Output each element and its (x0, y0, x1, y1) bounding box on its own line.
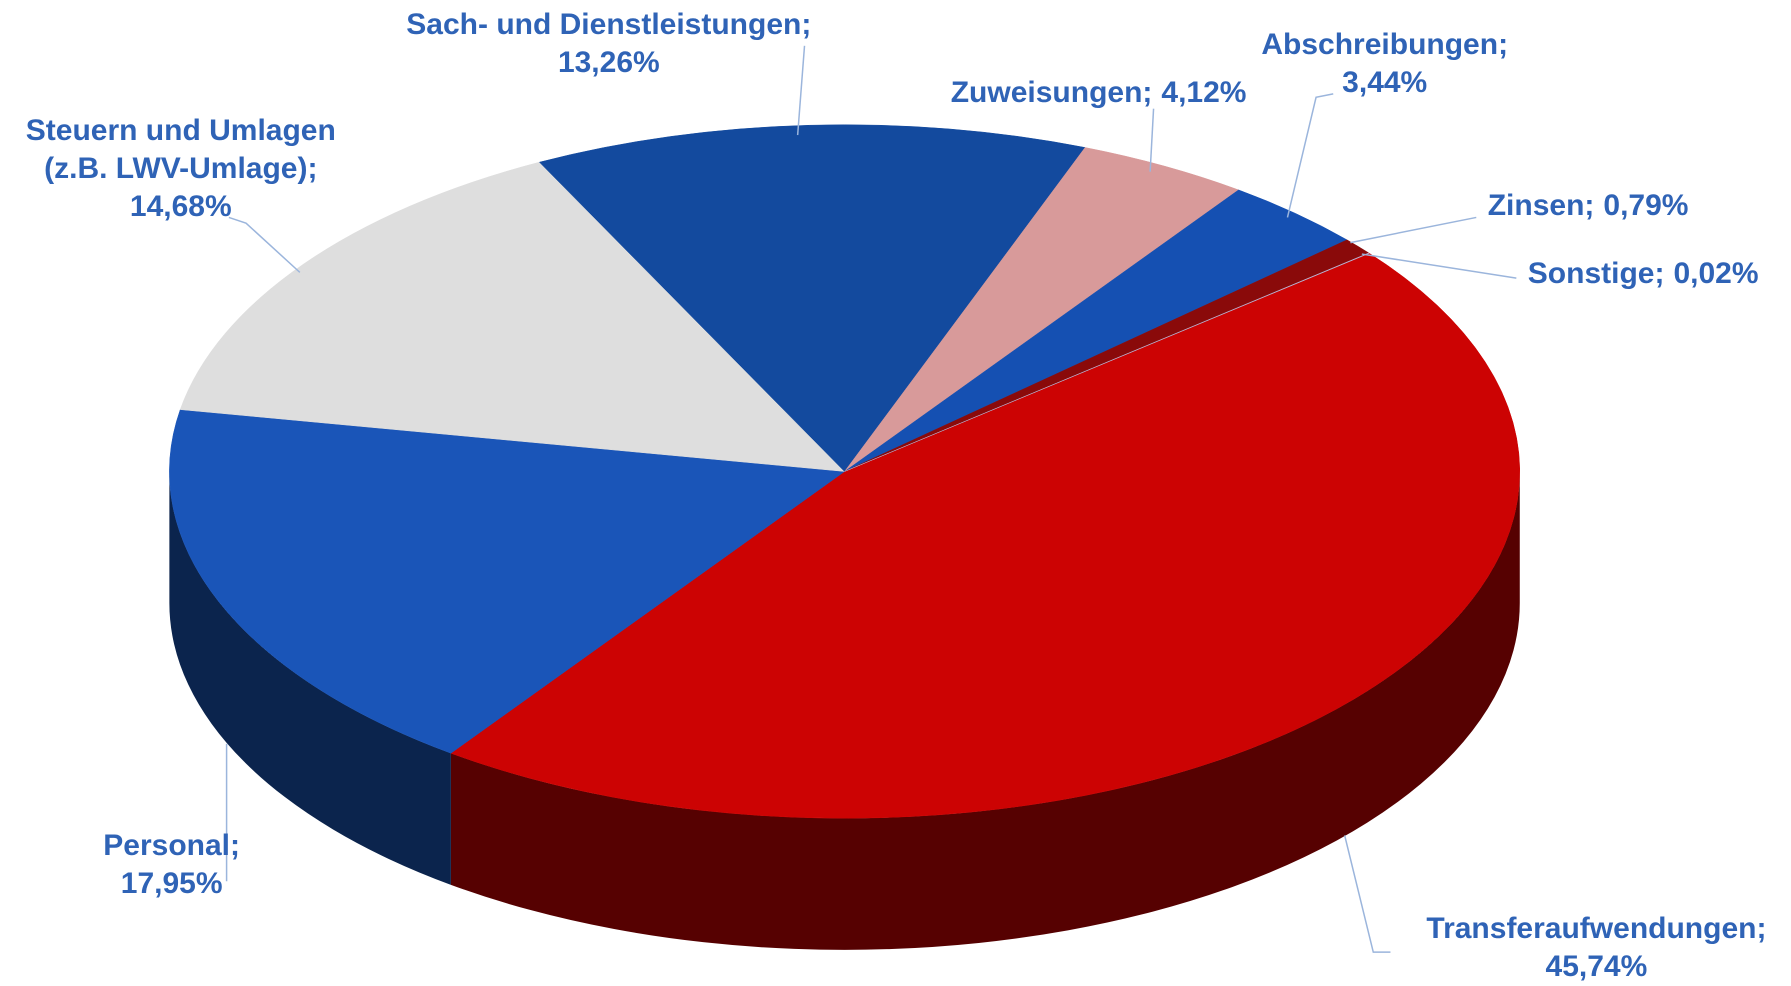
leader-line (1149, 108, 1155, 172)
value-label: 17,95% (120, 867, 223, 901)
data-label: Sach- und Dienstleistungen; 13,26% (346, 6, 872, 82)
slice (538, 124, 1086, 472)
category-name: Abschreibungen; (1261, 28, 1509, 62)
leader-line (1350, 216, 1477, 244)
value-label: 14,68% (129, 190, 232, 224)
leader-line (1361, 253, 1517, 279)
leader-line (796, 45, 806, 136)
data-label: Sonstige; 0,02% (1528, 255, 1791, 293)
leader-line (1343, 835, 1391, 953)
value-label: 3,44% (1342, 66, 1428, 100)
data-label: Steuern und Umlagen (z.B. LWV-Umlage); 14… (9, 112, 352, 226)
category-name: Zuweisungen; (950, 76, 1153, 110)
slice (844, 147, 1240, 472)
value-label: 0,02% (1673, 257, 1759, 291)
value-label: 13,26% (557, 45, 660, 79)
data-label: Zinsen; 0,79% (1488, 187, 1786, 225)
slice (844, 252, 1370, 472)
top-faces (169, 124, 1520, 819)
leader-line (1286, 93, 1334, 218)
slice-side (450, 471, 1520, 950)
category-name: Steuern und Umlagen (z.B. LWV-Umlage); (25, 114, 336, 186)
value-label: 4,12% (1161, 76, 1247, 110)
category-name: Transferaufwendungen; (1426, 911, 1767, 945)
side-walls (169, 471, 1520, 950)
slice (179, 161, 846, 472)
category-name: Zinsen; (1487, 188, 1595, 222)
leader-line (228, 216, 301, 273)
category-name: Personal; (103, 829, 240, 863)
category-name: Sonstige; (1527, 257, 1665, 291)
value-label: 45,74% (1545, 949, 1648, 983)
data-label: Zuweisungen; 4,12% (893, 74, 1305, 112)
category-name: Sach- und Dienstleistungen; (406, 7, 812, 41)
slice (169, 409, 846, 754)
data-label: Transferaufwendungen; 45,74% (1356, 910, 1791, 986)
slice-side (169, 471, 451, 885)
data-label: Personal; 17,95% (23, 827, 321, 903)
value-label: 0,79% (1603, 188, 1689, 222)
data-label: Abschreibungen; 3,44% (1213, 26, 1556, 102)
slice (450, 252, 1520, 819)
